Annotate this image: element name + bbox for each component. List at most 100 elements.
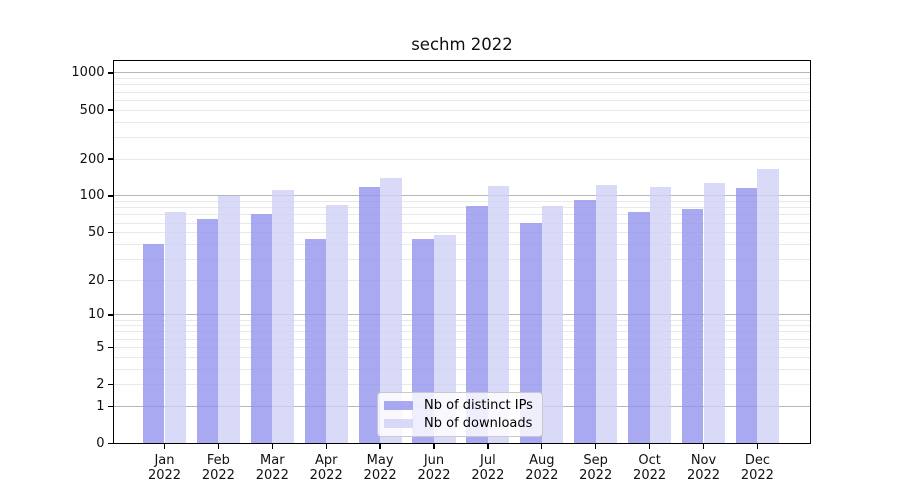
- gridline-minor-400: [113, 121, 811, 123]
- x-tick-month: Feb: [206, 452, 230, 468]
- bar-downloads-oct: [649, 186, 672, 444]
- y-tick-2: [108, 383, 113, 386]
- top-spine: [112, 59, 812, 62]
- y-tick-0: [108, 442, 113, 445]
- x-tick-year: 2022: [255, 468, 289, 483]
- bar-downloads-may: [380, 178, 402, 444]
- x-tick-apr: [325, 443, 327, 449]
- x-tick-year: 2022: [417, 468, 451, 483]
- legend-swatch-distinct-ips: [384, 401, 413, 411]
- x-tick-month: Nov: [690, 452, 717, 468]
- x-tick-year: 2022: [525, 468, 559, 483]
- gridline-minor-600: [113, 99, 811, 101]
- y-tick-50: [108, 231, 113, 234]
- x-axis-line: [112, 442, 812, 445]
- bar-downloads-sep: [595, 184, 618, 444]
- x-tick-jun: [433, 443, 435, 449]
- y-axis-line: [112, 59, 115, 445]
- bar-distinct-ips-feb: [196, 218, 219, 444]
- y-tick-label-10: 10: [87, 307, 105, 323]
- gridline-minor-90: [113, 201, 811, 203]
- gridline-minor-6: [113, 338, 811, 340]
- y-tick-200: [108, 158, 113, 160]
- y-tick-1: [108, 405, 113, 407]
- bar-distinct-ips-apr: [304, 239, 327, 444]
- x-tick-month: Aug: [529, 452, 555, 468]
- bar-distinct-ips-jul: [466, 205, 488, 444]
- bar-downloads-apr: [326, 204, 348, 444]
- x-tick-month: Jan: [154, 452, 175, 468]
- gridline-minor-8: [113, 325, 811, 327]
- gridline-minor-7: [113, 331, 811, 333]
- x-tick-feb: [217, 443, 220, 449]
- x-tick-label-may: May 2022: [352, 453, 408, 484]
- gridline-minor-2: [113, 384, 811, 386]
- gridline-major-100: [113, 195, 811, 197]
- y-tick-20: [108, 279, 113, 281]
- gridline-minor-60: [113, 222, 811, 224]
- gridline-minor-40: [113, 243, 811, 245]
- gridline-minor-80: [113, 207, 811, 209]
- x-tick-dec: [756, 443, 759, 449]
- x-tick-year: 2022: [201, 468, 235, 483]
- bar-distinct-ips-may: [358, 187, 381, 444]
- gridline-minor-300: [113, 136, 811, 138]
- x-tick-month: Mar: [260, 452, 285, 468]
- x-tick-month: Sep: [583, 452, 608, 468]
- gridline-minor-4: [113, 356, 811, 358]
- gridline-minor-30: [113, 258, 811, 260]
- y-tick-label-100: 100: [79, 188, 105, 204]
- legend-item-downloads: Nb of downloads: [384, 417, 536, 430]
- x-tick-label-jul: Jul 2022: [460, 453, 516, 484]
- y-tick-500: [108, 109, 113, 111]
- x-tick-sep: [595, 443, 597, 449]
- x-tick-year: 2022: [686, 468, 721, 483]
- x-tick-label-dec: Dec 2022: [729, 453, 785, 484]
- x-tick-jan: [163, 443, 166, 449]
- x-tick-label-jan: Jan 2022: [137, 453, 193, 484]
- legend-label-distinct-ips: Nb of distinct IPs: [424, 398, 533, 414]
- x-tick-month: Apr: [314, 452, 338, 468]
- x-tick-year: 2022: [579, 468, 613, 483]
- x-tick-month: Jun: [423, 452, 445, 468]
- y-tick-label-2: 2: [96, 377, 105, 393]
- legend-label-downloads: Nb of downloads: [424, 415, 533, 431]
- bar-distinct-ips-sep: [574, 199, 596, 444]
- y-tick-5: [108, 346, 113, 349]
- x-tick-year: 2022: [309, 468, 343, 483]
- gridline-major-1000: [113, 72, 811, 74]
- x-tick-month: Dec: [744, 452, 770, 468]
- bar-distinct-ips-jan: [142, 244, 165, 444]
- x-tick-month: Jul: [480, 452, 496, 468]
- x-tick-label-feb: Feb 2022: [190, 453, 246, 484]
- x-tick-year: 2022: [471, 468, 505, 483]
- y-tick-100: [108, 195, 113, 197]
- y-tick-label-0: 0: [96, 436, 105, 451]
- bar-downloads-mar: [272, 189, 294, 444]
- bar-downloads-jun: [434, 234, 456, 444]
- gridline-minor-20: [113, 279, 811, 281]
- x-tick-label-apr: Apr 2022: [298, 453, 354, 484]
- y-tick-label-20: 20: [87, 272, 105, 288]
- gridline-major-10: [113, 314, 811, 316]
- gridline-minor-900: [113, 78, 811, 80]
- x-tick-month: May: [366, 452, 394, 468]
- gridline-minor-5: [113, 346, 811, 348]
- x-tick-nov: [702, 443, 705, 449]
- bar-downloads-feb: [218, 195, 240, 444]
- x-tick-month: Oct: [638, 452, 661, 468]
- x-tick-year: 2022: [633, 468, 667, 483]
- y-tick-label-1: 1: [96, 398, 105, 414]
- gridline-minor-70: [113, 214, 811, 216]
- y-tick-label-1000: 1000: [71, 65, 105, 81]
- gridline-minor-800: [113, 84, 811, 86]
- x-tick-year: 2022: [363, 468, 397, 483]
- y-tick-label-50: 50: [87, 225, 105, 241]
- bar-downloads-aug: [541, 205, 564, 444]
- x-tick-label-aug: Aug 2022: [514, 453, 570, 484]
- x-tick-may: [379, 443, 381, 449]
- bar-downloads-nov: [703, 182, 726, 444]
- bar-distinct-ips-dec: [735, 188, 758, 444]
- x-tick-oct: [648, 443, 651, 449]
